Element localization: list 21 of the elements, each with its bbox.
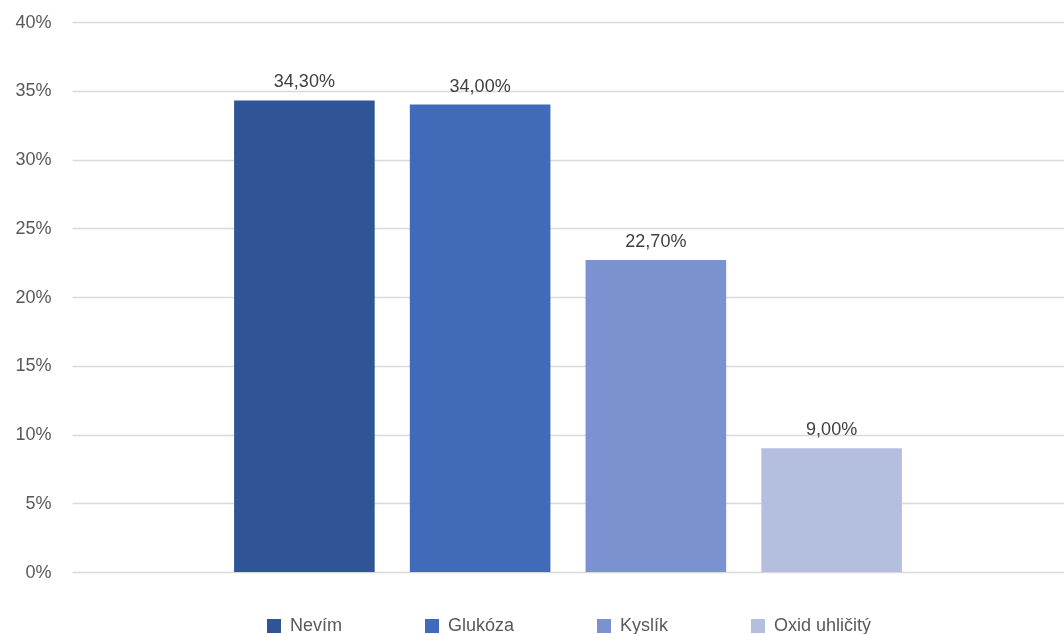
bar [585, 259, 727, 572]
bar [761, 448, 902, 572]
data-label: 22,70% [625, 230, 687, 251]
legend-label: Nevím [290, 615, 343, 634]
legend-label: Glukóza [448, 615, 516, 634]
bar [409, 104, 551, 572]
data-label: 34,30% [273, 71, 335, 92]
legend-label: Kyslík [620, 615, 670, 634]
bar [234, 100, 375, 572]
y-tick-label: 10% [15, 424, 52, 444]
data-label: 9,00% [806, 419, 858, 440]
y-tick-label: 0% [25, 561, 52, 582]
y-tick-label: 40% [15, 11, 52, 32]
y-tick-label: 25% [15, 217, 52, 238]
legend-label: Oxid uhličitý [774, 615, 872, 634]
y-tick-label: 15% [15, 355, 52, 376]
data-label: 34,00% [449, 75, 511, 96]
y-tick-label: 5% [25, 492, 52, 513]
y-tick-label: 35% [15, 80, 52, 101]
y-tick-label: 20% [15, 286, 52, 307]
y-tick-label: 30% [15, 149, 52, 169]
